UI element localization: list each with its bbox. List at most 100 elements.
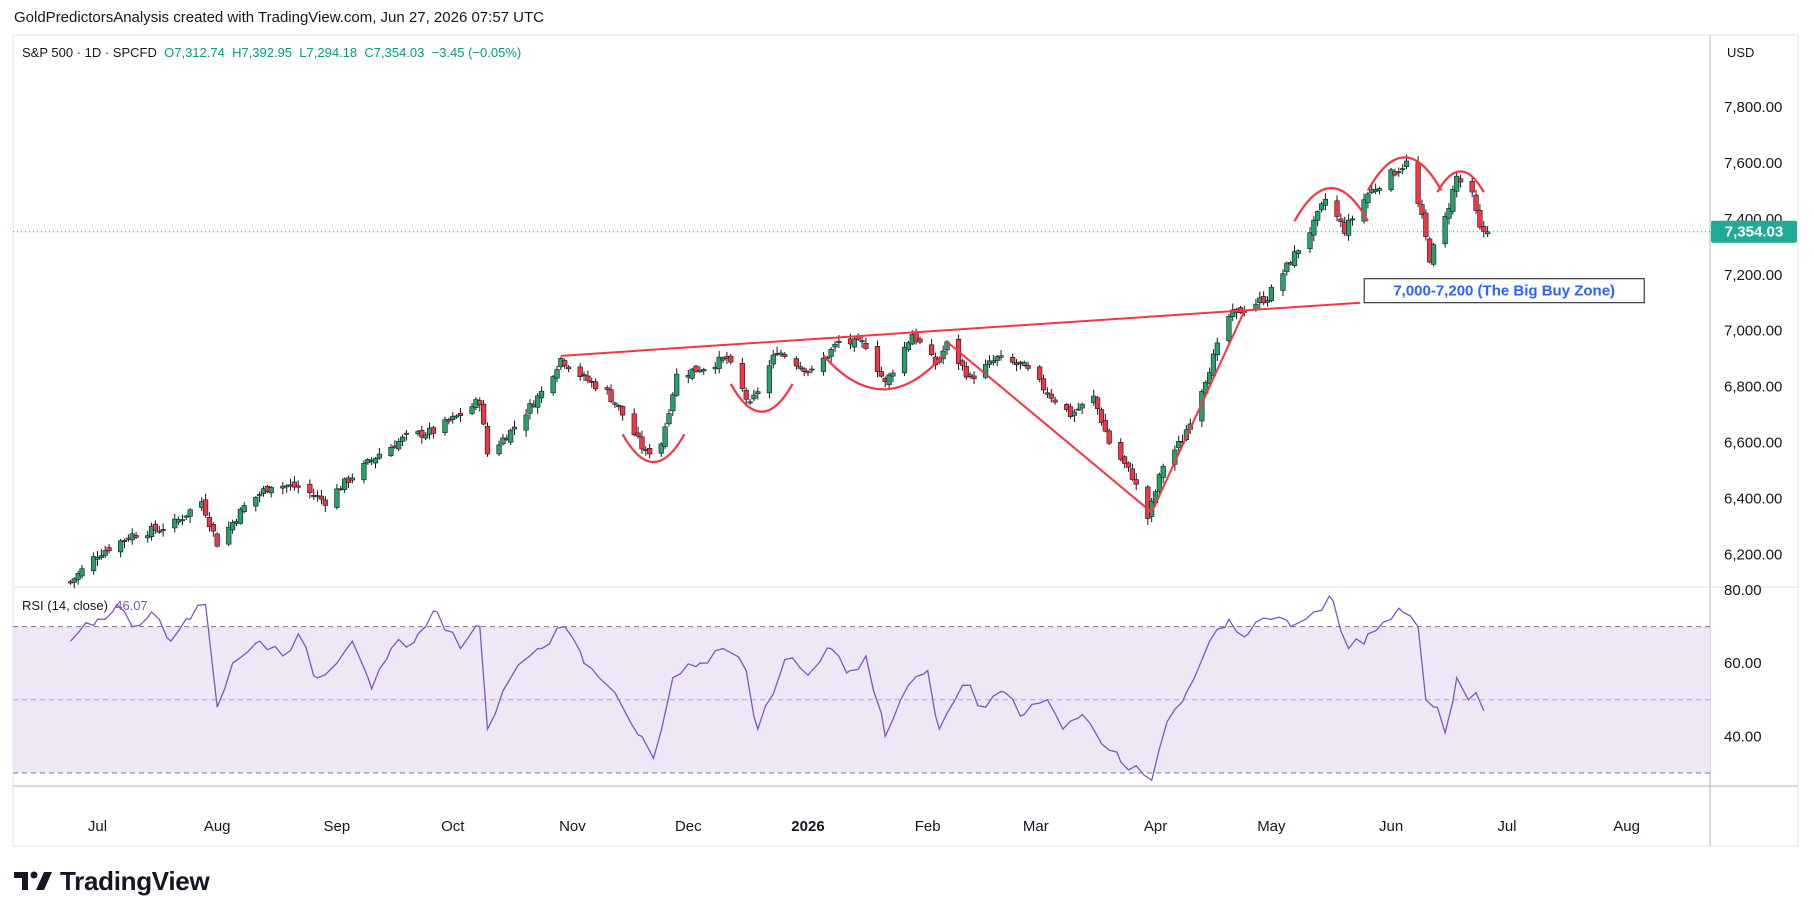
last-price-label: 7,354.03: [1725, 224, 1783, 241]
candle: [1010, 356, 1016, 363]
candle: [206, 517, 213, 527]
candle: [1226, 316, 1232, 342]
currency-label[interactable]: USD: [1727, 45, 1755, 60]
candle: [593, 381, 599, 390]
chart-canvas[interactable]: 6,200.00 6,400.00 6,600.00 6,800.00 7,000.00…: [0, 30, 1814, 850]
candle: [156, 530, 162, 533]
candle: [469, 406, 475, 414]
candle: [1400, 168, 1406, 171]
candle: [863, 342, 869, 349]
candle: [747, 401, 753, 404]
candle: [612, 402, 618, 405]
candle: [990, 360, 996, 364]
tradingview-logo[interactable]: TradingView: [14, 866, 210, 897]
candle: [442, 419, 448, 434]
price-tick-label: 6,800.00: [1724, 379, 1782, 396]
candle: [886, 374, 892, 385]
candle: [1125, 462, 1132, 468]
candle: [1295, 250, 1302, 254]
candle: [1048, 393, 1054, 399]
candle: [836, 340, 842, 343]
candle: [388, 447, 394, 457]
candle: [334, 488, 340, 508]
candle: [670, 394, 676, 412]
candle: [1457, 178, 1464, 183]
candle: [508, 429, 514, 443]
candle: [604, 387, 610, 390]
time-tick-label: Aug: [1613, 818, 1640, 835]
candle: [1133, 479, 1139, 485]
candle: [1349, 218, 1356, 221]
candle: [716, 356, 722, 369]
candle: [828, 349, 834, 357]
candle: [1106, 430, 1112, 444]
candle: [944, 341, 950, 351]
candle: [148, 525, 155, 538]
candle: [693, 365, 699, 372]
time-tick-label: Aug: [204, 818, 231, 835]
time-tick-label: Jun: [1379, 818, 1403, 835]
candle: [403, 432, 409, 435]
candle: [237, 508, 243, 524]
candle: [1392, 171, 1398, 176]
neckline-trendline: [560, 301, 1361, 357]
candle: [1122, 456, 1128, 464]
rsi-tick-label: 80.00: [1724, 582, 1762, 599]
candle: [994, 356, 1000, 361]
candle: [214, 533, 220, 547]
candle: [577, 366, 583, 378]
rsi-label[interactable]: RSI (14, close): [22, 598, 108, 613]
candle: [1473, 194, 1479, 211]
candle: [399, 436, 406, 442]
candle: [971, 375, 977, 380]
candle: [1307, 232, 1313, 250]
candle: [1454, 175, 1460, 192]
candle: [1025, 365, 1031, 369]
candle: [805, 371, 811, 374]
candle: [1206, 372, 1213, 384]
candle: [940, 350, 946, 360]
candle: [1376, 188, 1383, 191]
candle: [1210, 353, 1217, 376]
time-tick-label: 2026: [791, 818, 824, 835]
candle: [423, 434, 429, 439]
candles: [67, 154, 1491, 589]
candle: [1346, 219, 1352, 236]
candle: [1052, 399, 1058, 403]
candle: [268, 487, 274, 494]
candle: [565, 366, 572, 370]
time-tick-label: Feb: [915, 818, 941, 835]
candle: [1264, 300, 1271, 303]
symbol-label[interactable]: S&P 500 · 1D · SPCFD: [22, 45, 157, 60]
candle: [739, 363, 745, 389]
candle: [1403, 160, 1410, 167]
time-tick-label: Apr: [1144, 818, 1167, 835]
candle: [697, 370, 703, 373]
candle: [98, 555, 104, 558]
candle: [538, 390, 545, 399]
candle: [1095, 397, 1101, 410]
rsi-legend: RSI (14, close) 46.07: [22, 598, 148, 613]
price-tick-label: 7,000.00: [1724, 323, 1782, 340]
cup-arc: [621, 433, 686, 463]
candle: [782, 354, 788, 357]
candle: [1481, 226, 1487, 232]
candle: [917, 338, 923, 343]
candle: [318, 495, 325, 500]
candle: [1176, 441, 1182, 448]
candle: [963, 365, 969, 378]
candle: [662, 426, 668, 447]
candle: [701, 369, 707, 372]
cup-arc: [822, 354, 944, 391]
candle: [1075, 408, 1081, 411]
candle: [874, 346, 881, 373]
candle: [666, 413, 672, 425]
candle: [728, 355, 734, 363]
candle: [639, 436, 645, 450]
candle: [210, 524, 216, 532]
candle: [1280, 273, 1286, 291]
change-value: −3.45 (−0.05%): [431, 45, 522, 60]
candle: [1021, 362, 1027, 366]
candle: [608, 389, 614, 402]
candle: [797, 366, 803, 369]
